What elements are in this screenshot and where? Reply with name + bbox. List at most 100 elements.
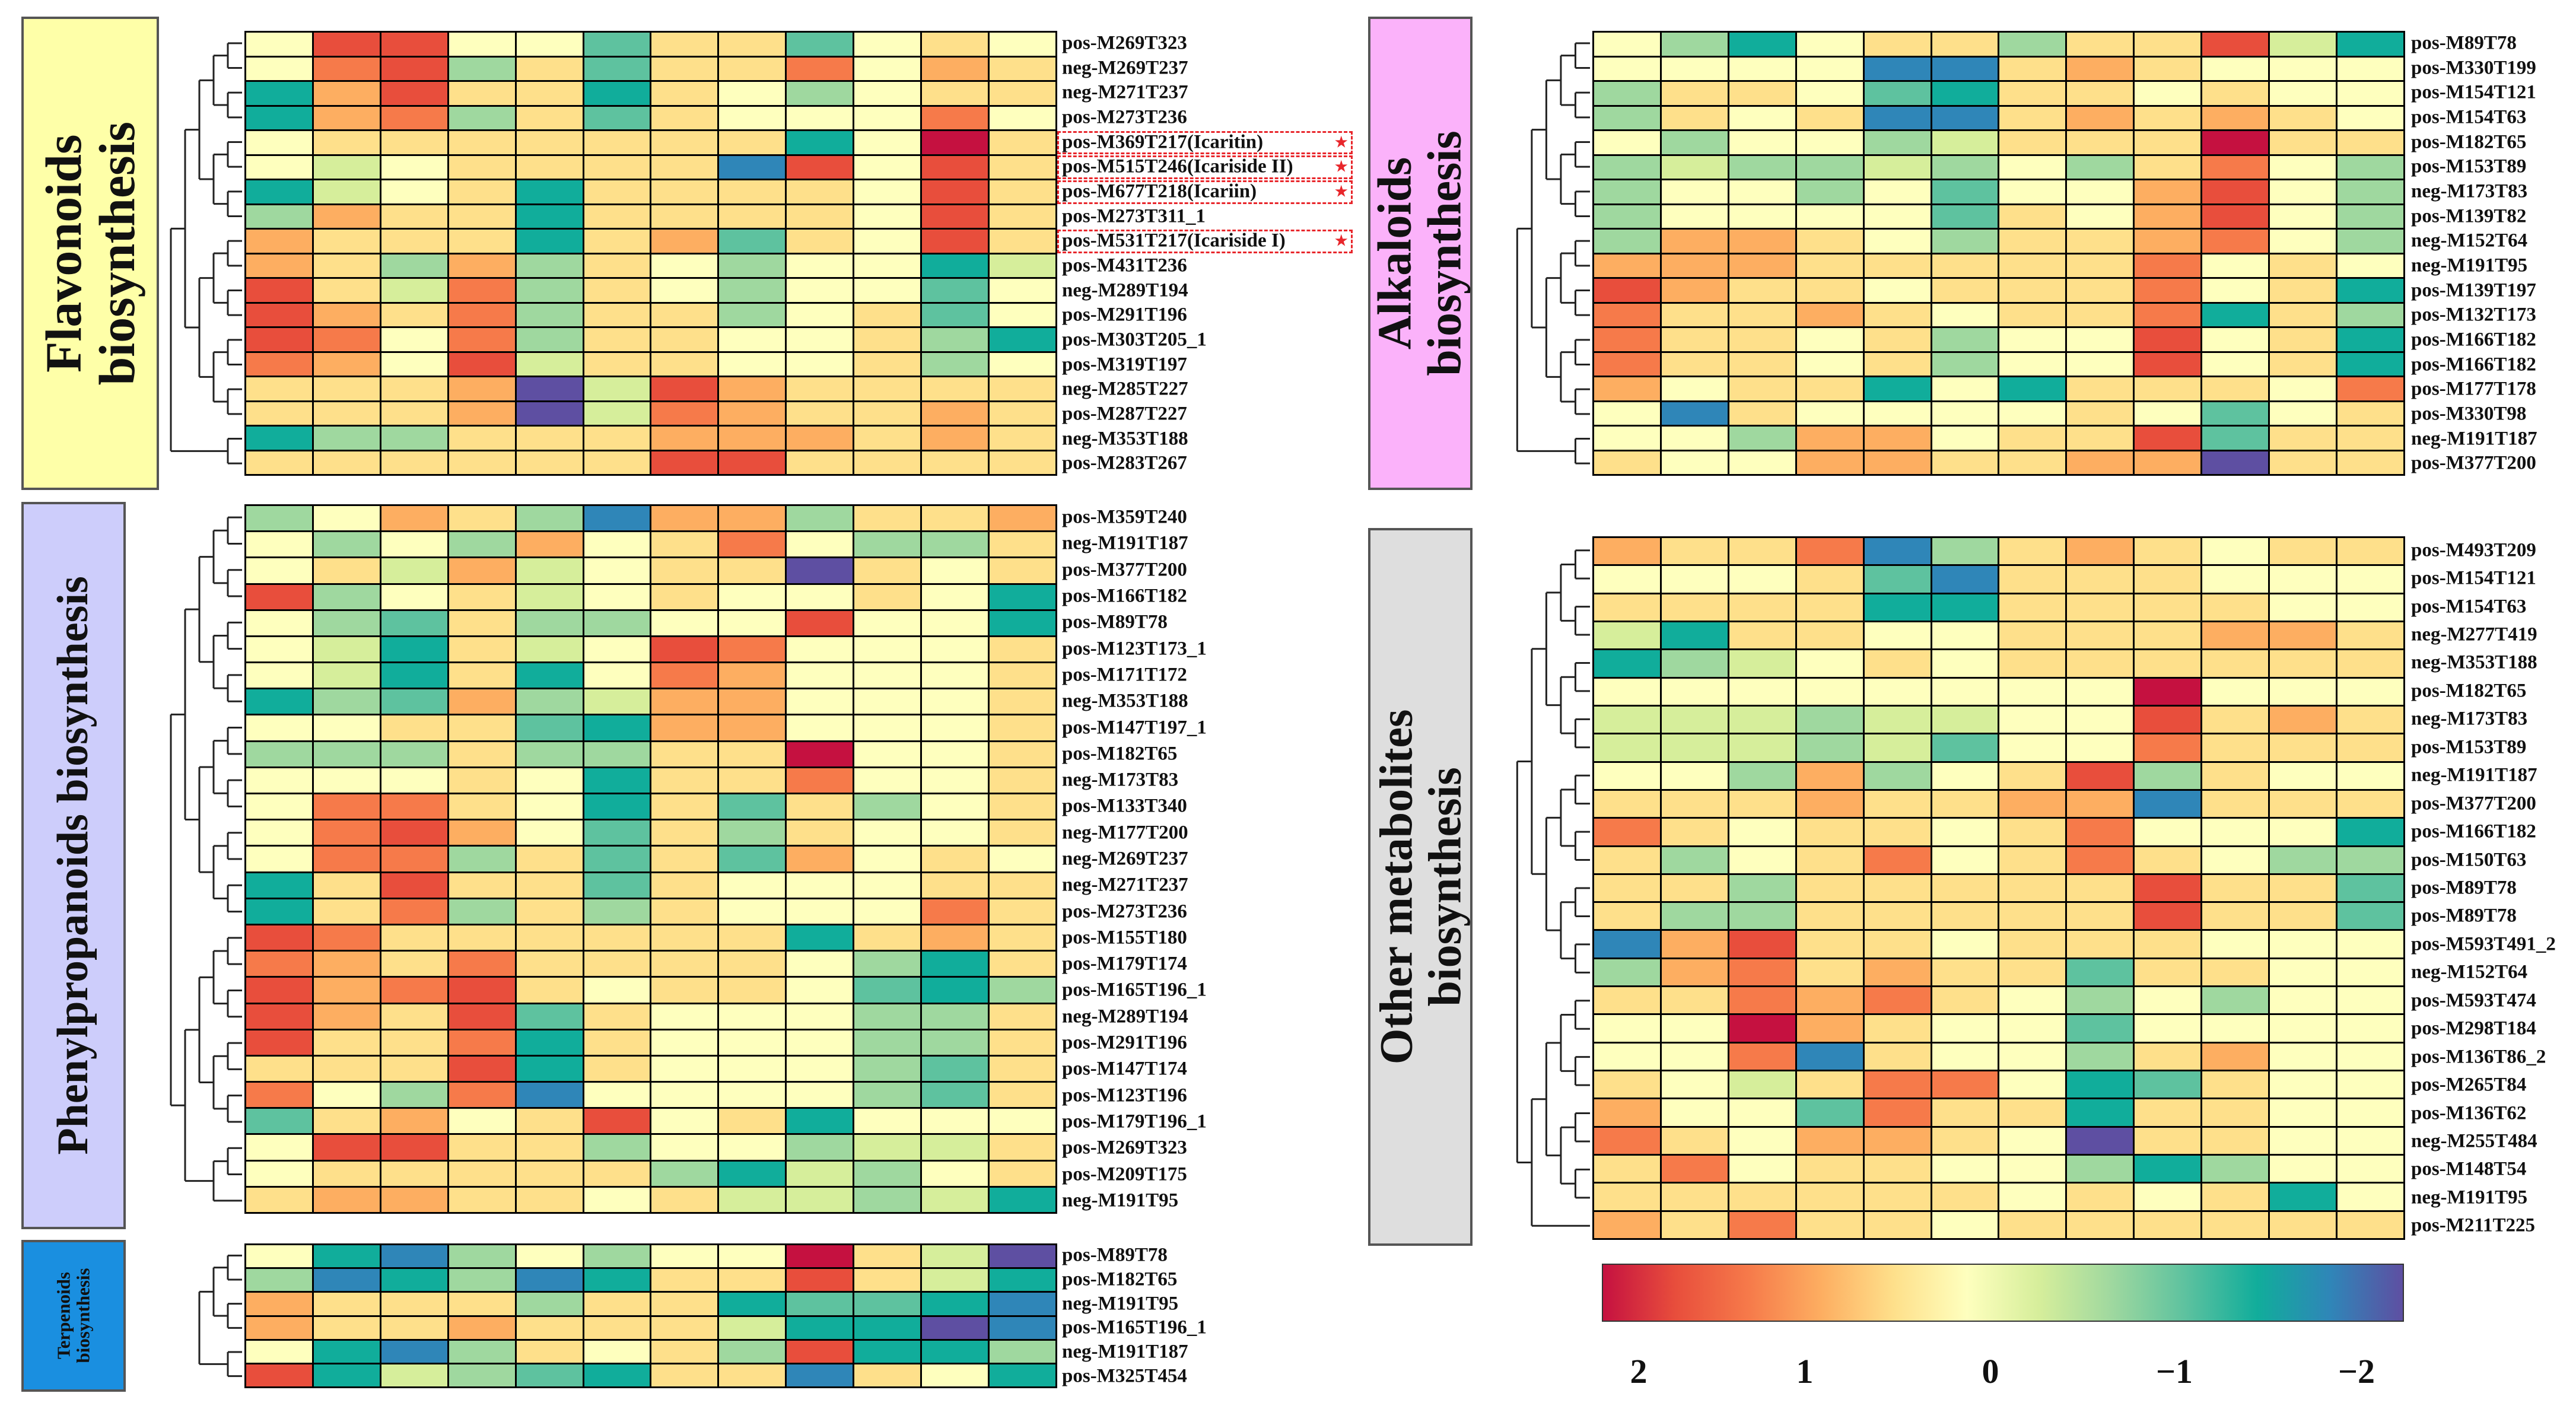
- heatmap-cell: [719, 768, 785, 793]
- heatmap-cell: [1594, 874, 1660, 902]
- heatmap-cell: [719, 1030, 785, 1055]
- heatmap-cell: [1999, 903, 2066, 930]
- heatmap-cell: [922, 1135, 988, 1160]
- heatmap-cell: [787, 978, 853, 1003]
- heatmap-cell: [2135, 594, 2201, 621]
- heatmap-cell: [1999, 847, 2066, 873]
- heatmap-cell: [922, 451, 988, 474]
- heatmap-cell: [2338, 1156, 2403, 1182]
- heatmap-cell: [2270, 328, 2336, 351]
- heatmap-cell: [313, 584, 380, 609]
- heatmap-cell: [584, 1083, 650, 1108]
- heatmap-cell: [1864, 678, 1931, 705]
- heatmap-cell: [584, 742, 650, 766]
- heatmap-cell: [990, 155, 1055, 179]
- heatmap-cell: [2338, 874, 2403, 902]
- heatmap-cell: [651, 637, 718, 662]
- heatmap-cell: [922, 1161, 988, 1186]
- heatmap-cell: [651, 451, 718, 474]
- heatmap-cell: [313, 1293, 380, 1315]
- heatmap-cell: [516, 451, 583, 474]
- heatmap-cell: [1796, 57, 1863, 80]
- heatmap-cell: [516, 1340, 583, 1363]
- row-label: pos-M269T323: [1062, 32, 1187, 54]
- heatmap-cell: [854, 637, 921, 662]
- heatmap-cell: [516, 57, 583, 80]
- heatmap-cell: [516, 1187, 583, 1212]
- heatmap-cell: [719, 847, 785, 871]
- heatmap-cell: [1594, 254, 1660, 277]
- heatmap-cell: [313, 532, 380, 557]
- heatmap-cell: [1796, 678, 1863, 705]
- heatmap-cell: [381, 1135, 447, 1160]
- heatmap-cell: [1796, 279, 1863, 302]
- heatmap-cell: [2270, 819, 2336, 845]
- heatmap-cell: [2202, 377, 2269, 400]
- heatmap-cell: [313, 978, 380, 1003]
- heatmap-cell: [922, 402, 988, 425]
- row-label: pos-M123T173_1: [1062, 638, 1207, 660]
- heatmap-cell: [2270, 1156, 2336, 1182]
- heatmap-cell: [651, 279, 718, 302]
- heatmap-cell: [381, 155, 447, 179]
- heatmap-cell: [516, 279, 583, 302]
- heatmap-cell: [1594, 402, 1660, 425]
- heatmap-cell: [1796, 959, 1863, 986]
- heatmap-cell: [381, 663, 447, 688]
- heatmap-cell: [1999, 328, 2066, 351]
- heatmap-cell: [516, 794, 583, 819]
- heatmap-cell: [1796, 82, 1863, 105]
- heatmap-cell: [854, 82, 921, 105]
- heatmap-cell: [719, 978, 785, 1003]
- heatmap-cell: [584, 794, 650, 819]
- alkaloids-label: Alkaloids biosynthesis: [1368, 17, 1473, 490]
- heatmap-cell: [651, 352, 718, 376]
- heatmap-cell: [1729, 205, 1795, 228]
- heatmap-cell: [246, 532, 312, 557]
- heatmap-cell: [584, 689, 650, 714]
- heatmap-cell: [313, 427, 380, 450]
- heatmap-cell: [922, 1293, 988, 1315]
- heatmap-cell: [449, 873, 515, 898]
- heatmap-cell: [1932, 230, 1998, 253]
- heatmap-cell: [2202, 328, 2269, 351]
- heatmap-cell: [719, 637, 785, 662]
- heatmap-cell: [2338, 230, 2403, 253]
- row-label: pos-M287T227: [1062, 403, 1187, 425]
- heatmap-cell: [651, 155, 718, 179]
- heatmap-cell: [381, 1187, 447, 1212]
- heatmap-cell: [1932, 987, 1998, 1014]
- heatmap-cell: [1729, 847, 1795, 873]
- heatmap-cell: [1864, 762, 1931, 789]
- heatmap-cell: [2202, 1184, 2269, 1210]
- heatmap-cell: [990, 254, 1055, 277]
- heatmap-cell: [922, 427, 988, 450]
- heatmap-cell: [651, 1030, 718, 1055]
- heatmap-cell: [651, 1056, 718, 1081]
- heatmap-cell: [1594, 959, 1660, 986]
- heatmap-cell: [381, 978, 447, 1003]
- heatmap-cell: [381, 742, 447, 766]
- heatmap-cell: [787, 1004, 853, 1029]
- heatmap-cell: [1932, 762, 1998, 789]
- heatmap-cell: [651, 925, 718, 950]
- heatmap-cell: [990, 820, 1055, 845]
- heatmap-cell: [1729, 959, 1795, 986]
- heatmap-cell: [719, 1293, 785, 1315]
- heatmap-cell: [2135, 230, 2201, 253]
- heatmap-cell: [1864, 874, 1931, 902]
- heatmap-cell: [1594, 1099, 1660, 1126]
- heatmap-cell: [990, 847, 1055, 871]
- heatmap-cell: [787, 1056, 853, 1081]
- heatmap-cell: [584, 131, 650, 154]
- heatmap-cell: [787, 952, 853, 976]
- heatmap-cell: [313, 768, 380, 793]
- heatmap-cell: [1594, 33, 1660, 56]
- heatmap-cell: [2270, 1127, 2336, 1154]
- heatmap-cell: [990, 205, 1055, 228]
- row-label: pos-M154T63: [2411, 106, 2527, 128]
- heatmap-cell: [516, 584, 583, 609]
- heatmap-cell: [2202, 959, 2269, 986]
- heatmap-cell: [2202, 230, 2269, 253]
- heatmap-cell: [1594, 594, 1660, 621]
